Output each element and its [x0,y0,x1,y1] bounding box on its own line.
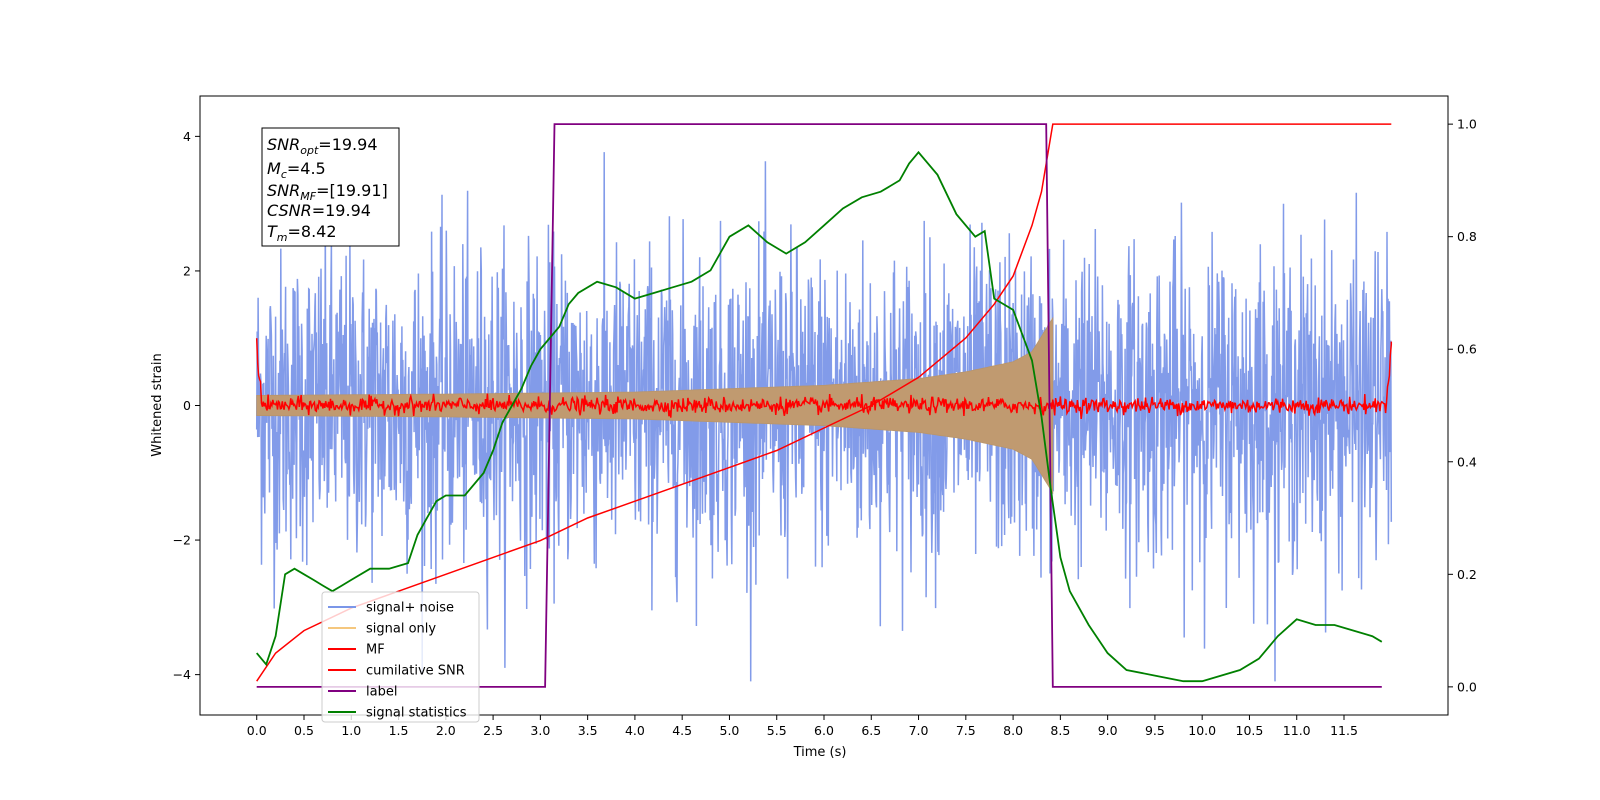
annotation-snr-mf: SNRMF=[19.91] [267,181,388,203]
legend-label: signal only [366,622,436,637]
y-tick-label: −2 [173,533,191,548]
series-mf [255,338,1393,419]
legend-label: MF [366,643,385,658]
x-tick-label: 5.5 [767,723,787,738]
x-tick-label: 1.5 [389,723,409,738]
x-tick-label: 6.0 [814,723,834,738]
y-tick-label: 0 [183,398,191,413]
x-tick-label: 0.5 [294,723,314,738]
series-layer [255,123,1393,688]
y-axis-right: 1.0 0.8 0.6 0.4 0.2 0.0 [1448,117,1477,694]
x-tick-label: 3.5 [578,723,598,738]
y2-tick-label: 1.0 [1457,117,1477,132]
x-tick-label: 8.5 [1050,723,1070,738]
y2-tick-label: 0.8 [1457,229,1477,244]
series-signal-only [256,316,1054,495]
x-axis: 0.0 0.5 1.0 1.5 2.0 2.5 3.0 3.5 4.0 4.5 5.0 5.5 6.0 6… [247,715,1358,738]
legend-label: signal+ noise [366,601,454,616]
x-tick-label: 3.0 [530,723,550,738]
x-tick-label: 4.5 [672,723,692,738]
y-tick-label: −4 [173,667,191,682]
x-tick-label: 2.0 [436,723,456,738]
annotation-mc: Mc=4.5 [267,159,326,181]
series-signal-statistics [256,150,1383,683]
y-axis-title: Whitened strain [150,353,165,456]
y2-tick-label: 0.4 [1457,454,1477,469]
y2-tick-label: 0.0 [1457,679,1477,694]
y2-tick-label: 0.6 [1457,342,1477,357]
annotation-snr-opt: SNRopt=19.94 [267,135,378,157]
x-tick-label: 1.0 [341,723,361,738]
y-tick-label: 4 [183,129,191,144]
legend-label: signal statistics [366,706,467,721]
x-tick-label: 10.0 [1188,723,1216,738]
x-tick-label: 10.5 [1236,723,1264,738]
x-tick-label: 0.0 [247,723,267,738]
x-tick-label: 9.0 [1098,723,1118,738]
x-tick-label: 11.5 [1330,723,1358,738]
x-tick-label: 2.5 [483,723,503,738]
x-tick-label: 8.0 [1003,723,1023,738]
annotation-tm: Tm=8.42 [267,222,337,244]
x-tick-label: 9.5 [1145,723,1165,738]
y2-tick-label: 0.2 [1457,567,1477,582]
y-axis-left: 4 2 0 −2 −4 [173,129,200,682]
legend-frame [321,591,480,723]
legend: signal+ noise signal only MF cumilative SNR… [321,591,480,723]
annotation-box: SNRopt=19.94 Mc=4.5 SNRMF=[19.91] CSNR=1… [261,127,400,247]
annotation-csnr: CSNR=19.94 [267,201,371,220]
x-tick-label: 11.0 [1283,723,1311,738]
y-tick-label: 2 [183,263,191,278]
x-tick-label: 5.0 [720,723,740,738]
x-axis-title: Time (s) [793,745,847,760]
series-label [256,123,1382,688]
legend-label: label [366,685,397,700]
x-tick-label: 6.5 [861,723,881,738]
legend-label: cumilative SNR [366,664,465,679]
x-tick-label: 7.0 [909,723,929,738]
x-tick-label: 4.0 [625,723,645,738]
x-tick-label: 7.5 [956,723,976,738]
